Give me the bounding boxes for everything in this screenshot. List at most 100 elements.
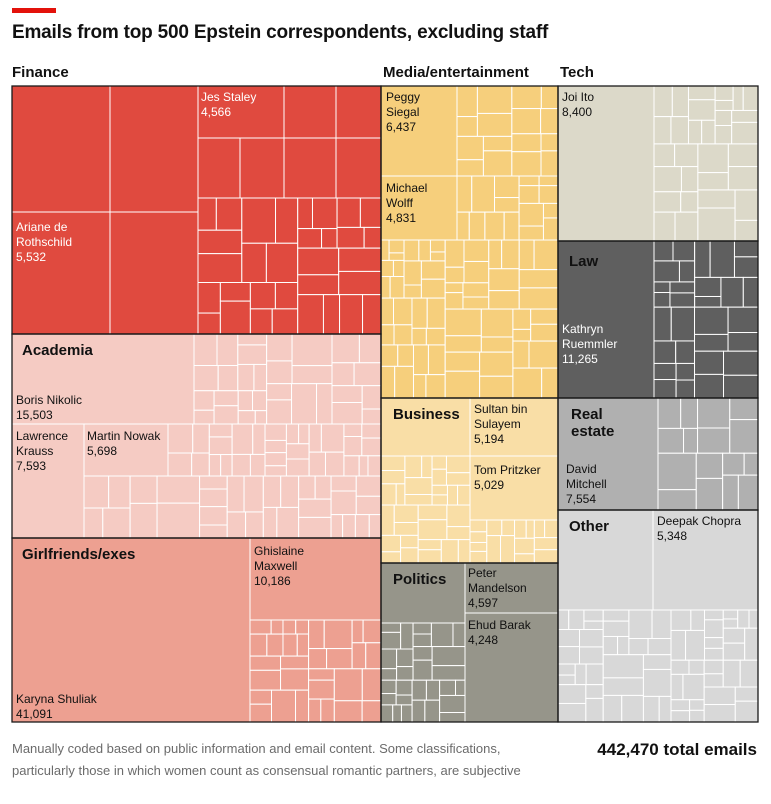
other-cell bbox=[685, 629, 706, 661]
academia-cell bbox=[358, 333, 382, 364]
other-cell bbox=[722, 642, 746, 661]
law-cell bbox=[723, 350, 759, 376]
media-cell bbox=[471, 175, 496, 213]
other-cell bbox=[651, 609, 672, 639]
category-label-finance: Finance bbox=[12, 64, 69, 81]
media-cell bbox=[462, 296, 490, 310]
politics-cell bbox=[411, 699, 426, 723]
tech-cell bbox=[701, 119, 716, 145]
business-cell bbox=[404, 494, 433, 506]
business-cell bbox=[400, 534, 419, 549]
real-estate-cell bbox=[737, 474, 759, 511]
politics-cell bbox=[395, 679, 413, 696]
other-cell bbox=[734, 700, 759, 723]
law-cell bbox=[653, 379, 677, 399]
girlfriends-cell bbox=[296, 633, 310, 657]
person-label-lawrence-krauss: Lawrence Krauss 7,593 bbox=[16, 429, 69, 473]
category-label-academia: Academia bbox=[22, 342, 93, 359]
media-cell bbox=[420, 260, 446, 280]
media-cell bbox=[462, 282, 490, 298]
politics-cell bbox=[425, 679, 441, 701]
media-cell bbox=[403, 284, 422, 299]
finance-cell bbox=[241, 242, 267, 284]
academia-cell bbox=[213, 390, 239, 407]
academia-cell bbox=[314, 475, 332, 500]
other-cell bbox=[585, 684, 604, 699]
girlfriends-cell bbox=[266, 633, 284, 657]
media-cell bbox=[511, 108, 542, 135]
category-block-other bbox=[557, 509, 759, 723]
media-cell bbox=[542, 202, 559, 219]
business-cell bbox=[486, 535, 502, 564]
media-cell bbox=[476, 85, 513, 114]
business-cell bbox=[457, 484, 471, 506]
finance-cell bbox=[215, 197, 243, 231]
finance-cell bbox=[338, 247, 382, 272]
business-cell bbox=[501, 519, 516, 537]
academia-cell bbox=[343, 436, 363, 457]
other-cell bbox=[647, 637, 672, 656]
media-cell bbox=[380, 276, 391, 299]
academia-cell bbox=[355, 495, 382, 516]
girlfriends-cell bbox=[361, 700, 382, 723]
business-cell bbox=[446, 484, 459, 506]
other-cell bbox=[670, 659, 690, 675]
girlfriends-cell bbox=[249, 703, 273, 723]
academia-cell bbox=[354, 514, 370, 539]
other-cell bbox=[621, 694, 644, 723]
other-cell bbox=[642, 654, 672, 670]
finance-cell bbox=[197, 282, 221, 314]
other-cell bbox=[670, 673, 684, 701]
category-label-girlfriends: Girlfriends/exes bbox=[22, 546, 136, 563]
academia-cell bbox=[237, 410, 256, 425]
other-cell bbox=[557, 702, 587, 723]
person-label-ariane-de-rothschild: Ariane de Rothschild 5,532 bbox=[16, 220, 73, 264]
other-cell bbox=[583, 609, 604, 622]
academia-cell bbox=[280, 475, 300, 508]
politics-cell bbox=[380, 704, 394, 723]
media-cell bbox=[444, 292, 464, 310]
girlfriends-cell bbox=[270, 619, 284, 635]
politics-cell bbox=[412, 633, 432, 648]
academia-cell bbox=[320, 423, 345, 453]
category-label-law: Law bbox=[569, 253, 599, 270]
person-label-ghislaine-maxwell: Ghislaine Maxwell 10,186 bbox=[254, 544, 305, 588]
academia-cell bbox=[331, 362, 355, 387]
cell-academia-martin-nowak bbox=[83, 423, 169, 477]
academia-cell bbox=[199, 488, 228, 508]
girlfriends-cell bbox=[308, 679, 335, 700]
other-cell bbox=[557, 609, 570, 631]
other-cell bbox=[703, 673, 724, 688]
category-label-business: Business bbox=[393, 406, 460, 423]
media-cell bbox=[463, 239, 490, 262]
business-cell bbox=[500, 535, 516, 564]
finance-cell bbox=[271, 308, 299, 335]
other-cell bbox=[689, 699, 705, 711]
girlfriends-cell bbox=[351, 619, 364, 644]
academia-cell bbox=[291, 365, 333, 385]
media-cell bbox=[540, 150, 559, 177]
girlfriends-cell bbox=[295, 619, 310, 635]
media-cell bbox=[530, 308, 559, 325]
academia-cell bbox=[216, 333, 239, 367]
girlfriends-cell bbox=[280, 655, 310, 670]
academia-cell bbox=[266, 360, 293, 385]
cell-finance bbox=[109, 211, 199, 335]
real-estate-cell bbox=[743, 452, 759, 476]
media-cell bbox=[427, 344, 446, 376]
category-label-media: Media/entertainment bbox=[383, 64, 529, 81]
politics-cell bbox=[439, 712, 466, 723]
tech-cell bbox=[714, 124, 733, 145]
media-cell bbox=[380, 324, 395, 346]
academia-cell bbox=[298, 498, 332, 518]
finance-cell bbox=[197, 197, 217, 231]
category-label-real-estate-line1: Real bbox=[571, 406, 603, 423]
academia-cell bbox=[226, 475, 245, 513]
total-emails: 442,470 total emails bbox=[597, 740, 757, 759]
business-cell bbox=[469, 541, 488, 552]
media-cell bbox=[429, 251, 446, 262]
academia-cell bbox=[358, 455, 369, 477]
other-cell bbox=[744, 627, 759, 661]
cell-academia-lawrence-krauss bbox=[11, 423, 85, 539]
tech-cell bbox=[697, 143, 729, 174]
